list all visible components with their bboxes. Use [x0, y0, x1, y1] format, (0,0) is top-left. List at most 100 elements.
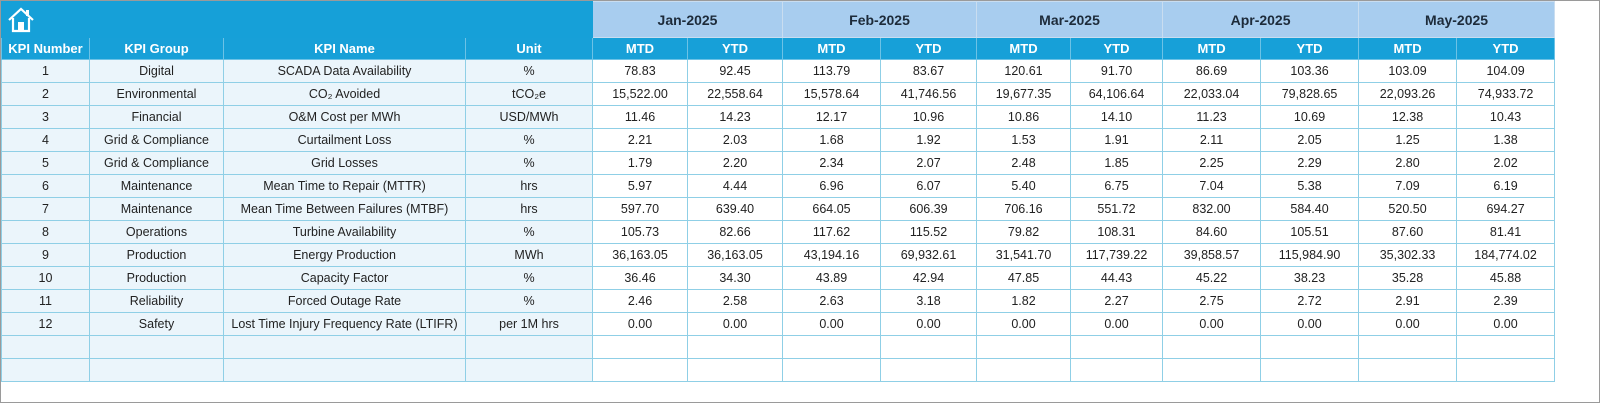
empty-cell: [592, 358, 688, 382]
cell: 2.29: [1260, 151, 1360, 175]
column-header: YTD: [687, 37, 783, 60]
cell: 1.92: [879, 128, 978, 152]
column-header: MTD: [782, 37, 881, 60]
cell: Operations: [89, 220, 224, 244]
cell: 3.18: [879, 289, 978, 313]
cell: 39,858.57: [1162, 243, 1262, 267]
cell: 43,194.16: [782, 243, 881, 267]
cell: 103.36: [1260, 59, 1360, 83]
cell: 1.79: [592, 151, 688, 175]
cell: Lost Time Injury Frequency Rate (LTIFR): [223, 312, 466, 336]
cell: 104.09: [1456, 59, 1556, 83]
cell: 7: [1, 197, 90, 221]
cell: per 1M hrs: [465, 312, 593, 336]
cell: 6.96: [782, 174, 881, 198]
empty-cell: [223, 358, 466, 382]
cell: 2.72: [1260, 289, 1360, 313]
cell: 12: [1, 312, 90, 336]
cell: 6.07: [879, 174, 978, 198]
cell: 14.10: [1070, 105, 1164, 129]
cell: 11.23: [1162, 105, 1262, 129]
cell: 36,163.05: [592, 243, 688, 267]
cell: 2: [1, 82, 90, 106]
cell: 2.05: [1260, 128, 1360, 152]
cell: 9: [1, 243, 90, 267]
cell: Forced Outage Rate: [223, 289, 466, 313]
cell: Environmental: [89, 82, 224, 106]
cell: 7.09: [1358, 174, 1458, 198]
home-cell: [1, 1, 593, 38]
empty-cell: [687, 358, 783, 382]
kpi-row: 10 Production Capacity Factor% 36.46 34.30 43…: [1, 266, 1556, 290]
cell: 91.70: [1070, 59, 1164, 83]
cell: 92.45: [687, 59, 783, 83]
kpi-row: 4 Grid & Compliance Curtailment Loss% 2.21 2…: [1, 128, 1556, 152]
cell: 520.50: [1358, 197, 1458, 221]
empty-cell: [465, 335, 593, 359]
cell: O&M Cost per MWh: [223, 105, 466, 129]
month-header: Apr-2025: [1162, 1, 1360, 38]
cell: 43.89: [782, 266, 881, 290]
home-icon[interactable]: [6, 6, 36, 34]
cell: 105.51: [1260, 220, 1360, 244]
cell: 694.27: [1456, 197, 1556, 221]
empty-cell: [1, 358, 90, 382]
cell: 47.85: [976, 266, 1072, 290]
cell: Maintenance: [89, 174, 224, 198]
cell: 35.28: [1358, 266, 1458, 290]
cell: 606.39: [879, 197, 978, 221]
cell: Turbine Availability: [223, 220, 466, 244]
kpi-row: 9 Production Energy Production MWh 36,163.05…: [1, 243, 1556, 267]
cell: 597.70: [592, 197, 688, 221]
cell: 6: [1, 174, 90, 198]
cell: 0.00: [782, 312, 881, 336]
cell: 4: [1, 128, 90, 152]
empty-cell: [1162, 335, 1262, 359]
cell: 184,774.02: [1456, 243, 1556, 267]
cell: hrs: [465, 174, 593, 198]
month-header: May-2025: [1358, 1, 1556, 38]
empty-row: [1, 335, 1556, 359]
cell: 74,933.72: [1456, 82, 1556, 106]
cell: 6.19: [1456, 174, 1556, 198]
cell: Curtailment Loss: [223, 128, 466, 152]
month-header: Jan-2025: [592, 1, 783, 38]
kpi-row: 2 Environmental CO₂ Avoided tCO₂e 15,522.00 2…: [1, 82, 1556, 106]
cell: Mean Time to Repair (MTTR): [223, 174, 466, 198]
cell: Energy Production: [223, 243, 466, 267]
cell: SCADA Data Availability: [223, 59, 466, 83]
cell: MWh: [465, 243, 593, 267]
cell: 4.44: [687, 174, 783, 198]
cell: 5.40: [976, 174, 1072, 198]
cell: 113.79: [782, 59, 881, 83]
cell: 0.00: [976, 312, 1072, 336]
cell: %: [465, 59, 593, 83]
cell: 12.38: [1358, 105, 1458, 129]
empty-cell: [465, 358, 593, 382]
column-header: YTD: [879, 37, 978, 60]
kpi-row: 12 Safety Lost Time Injury Frequency Rate …: [1, 312, 1556, 336]
cell: 2.91: [1358, 289, 1458, 313]
cell: %: [465, 220, 593, 244]
cell: 35,302.33: [1358, 243, 1458, 267]
empty-cell: [1260, 335, 1360, 359]
month-header-row: Jan-2025 Feb-2025 Mar-2025 Apr-2025 May-2025: [1, 1, 1556, 38]
column-header: MTD: [1358, 37, 1458, 60]
cell: 44.43: [1070, 266, 1164, 290]
cell: 87.60: [1358, 220, 1458, 244]
cell: 81.41: [1456, 220, 1556, 244]
cell: 706.16: [976, 197, 1072, 221]
empty-cell: [592, 335, 688, 359]
cell: 105.73: [592, 220, 688, 244]
empty-cell: [89, 335, 224, 359]
cell: Production: [89, 243, 224, 267]
cell: 0.00: [1456, 312, 1556, 336]
cell: 86.69: [1162, 59, 1262, 83]
cell: 0.00: [1070, 312, 1164, 336]
cell: 2.80: [1358, 151, 1458, 175]
cell: 117,739.22: [1070, 243, 1164, 267]
cell: 108.31: [1070, 220, 1164, 244]
column-header: KPI Name: [223, 37, 466, 60]
cell: 1.68: [782, 128, 881, 152]
cell: %: [465, 289, 593, 313]
